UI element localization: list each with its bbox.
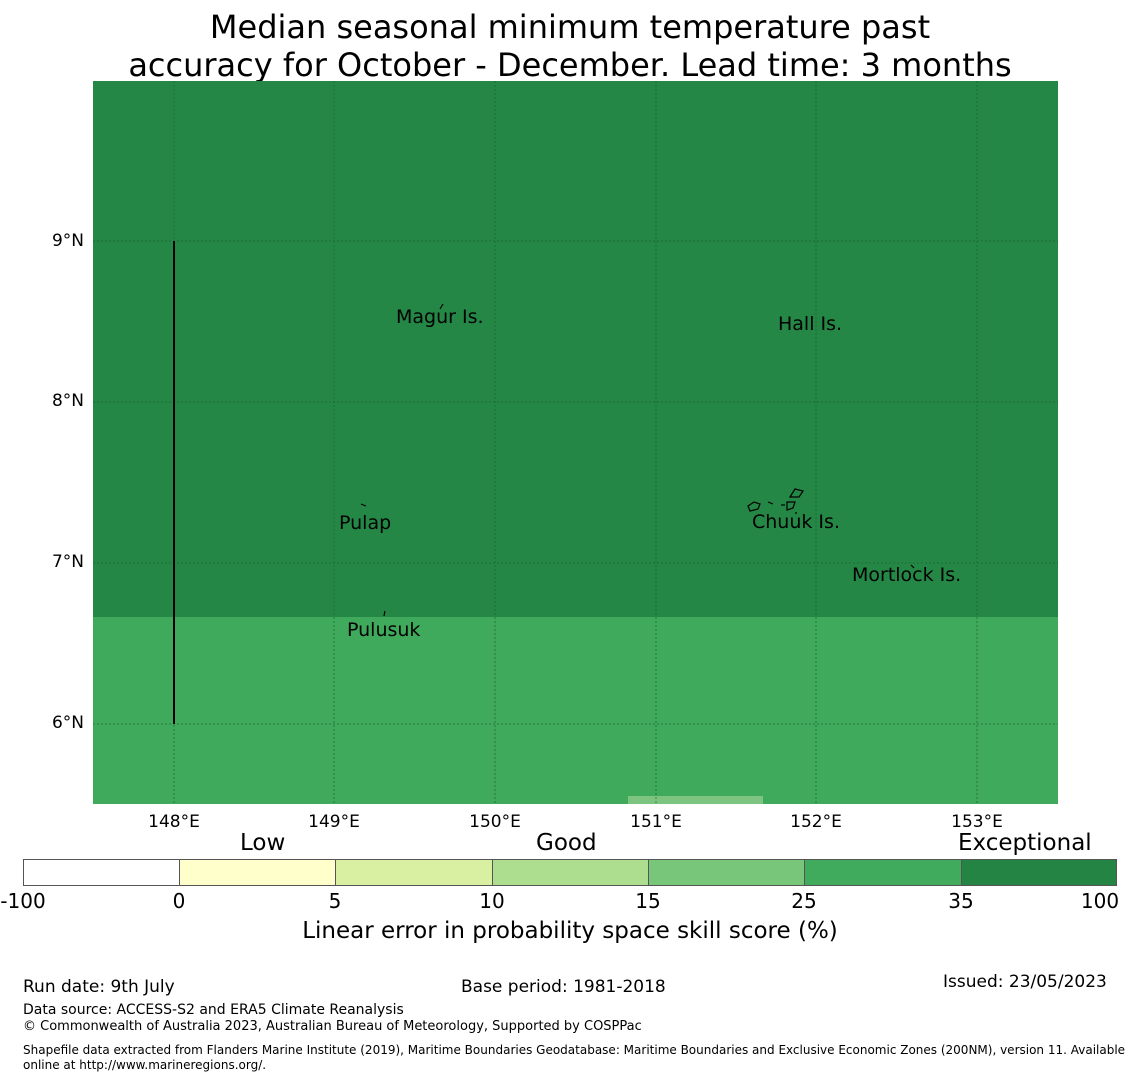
run-date: Run date: 9th July bbox=[23, 977, 175, 997]
place-label-magur: Magur Is. bbox=[396, 306, 484, 328]
skill-map: Magur Is. Hall Is. Pulap Chuuk Is. Mortl… bbox=[93, 81, 1058, 804]
place-label-chuuk: Chuuk Is. bbox=[752, 511, 840, 533]
colorbar-tick-100: 100 bbox=[1080, 889, 1120, 913]
exceptional-region bbox=[93, 81, 1058, 617]
place-label-pulusuk: Pulusuk bbox=[347, 619, 420, 641]
gridlines bbox=[93, 81, 1058, 804]
island-outlines bbox=[360, 303, 915, 617]
place-label-mortlock: Mortlock Is. bbox=[852, 564, 961, 586]
place-label-hall: Hall Is. bbox=[778, 313, 842, 335]
colorbar-tick-0: 0 bbox=[172, 889, 186, 913]
category-low: Low bbox=[240, 830, 286, 856]
colorbar-tick-15: 15 bbox=[635, 889, 661, 913]
data-source: Data source: ACCESS-S2 and ERA5 Climate … bbox=[23, 1002, 404, 1018]
colorbar bbox=[23, 859, 1117, 886]
x-tick-151e: 151°E bbox=[630, 812, 682, 832]
colorbar-segment-5 bbox=[648, 859, 805, 886]
y-tick-6n: 6°N bbox=[51, 713, 84, 733]
colorbar-tick-minus100: -100 bbox=[0, 889, 46, 913]
colorbar-segment-7 bbox=[961, 859, 1117, 886]
issued-date: Issued: 23/05/2023 bbox=[943, 972, 1107, 992]
colorbar-segment-6 bbox=[804, 859, 962, 886]
shapefile-credit-line2: online at http://www.marineregions.org/. bbox=[23, 1058, 267, 1072]
map-title-line2: accuracy for October - December. Lead ti… bbox=[128, 46, 1012, 84]
x-tick-152e: 152°E bbox=[790, 812, 842, 832]
map-title-line1: Median seasonal minimum temperature past bbox=[209, 8, 931, 46]
colorbar-tick-10: 10 bbox=[479, 889, 505, 913]
colorbar-segment-4 bbox=[492, 859, 649, 886]
y-tick-9n: 9°N bbox=[51, 231, 84, 251]
place-label-pulap: Pulap bbox=[339, 512, 391, 534]
category-exceptional: Exceptional bbox=[958, 830, 1092, 856]
x-tick-153e: 153°E bbox=[951, 812, 1003, 832]
x-tick-148e: 148°E bbox=[148, 812, 200, 832]
colorbar-segment-3 bbox=[335, 859, 493, 886]
colorbar-tick-5: 5 bbox=[328, 889, 342, 913]
base-period: Base period: 1981-2018 bbox=[461, 977, 666, 997]
colorbar-segment-2 bbox=[179, 859, 336, 886]
good-region bbox=[93, 617, 1058, 804]
x-tick-149e: 149°E bbox=[308, 812, 360, 832]
colorbar-tick-35: 35 bbox=[948, 889, 974, 913]
colorbar-tick-25: 25 bbox=[791, 889, 817, 913]
x-tick-150e: 150°E bbox=[469, 812, 521, 832]
copyright: © Commonwealth of Australia 2023, Austra… bbox=[23, 1019, 642, 1034]
shapefile-credit-line1: Shapefile data extracted from Flanders M… bbox=[23, 1043, 1126, 1057]
y-tick-8n: 8°N bbox=[51, 391, 84, 411]
colorbar-title: Linear error in probability space skill … bbox=[302, 918, 838, 944]
y-tick-7n: 7°N bbox=[51, 552, 84, 572]
colorbar-segment-1 bbox=[23, 859, 180, 886]
light-patch bbox=[628, 796, 763, 804]
category-good: Good bbox=[536, 830, 597, 856]
